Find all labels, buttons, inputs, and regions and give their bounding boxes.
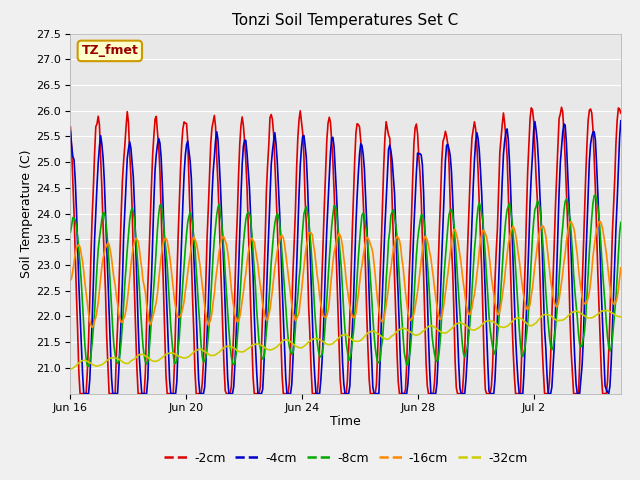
Text: TZ_fmet: TZ_fmet xyxy=(81,44,138,58)
Y-axis label: Soil Temperature (C): Soil Temperature (C) xyxy=(20,149,33,278)
Title: Tonzi Soil Temperatures Set C: Tonzi Soil Temperatures Set C xyxy=(232,13,459,28)
X-axis label: Time: Time xyxy=(330,415,361,428)
Legend: -2cm, -4cm, -8cm, -16cm, -32cm: -2cm, -4cm, -8cm, -16cm, -32cm xyxy=(159,447,532,469)
